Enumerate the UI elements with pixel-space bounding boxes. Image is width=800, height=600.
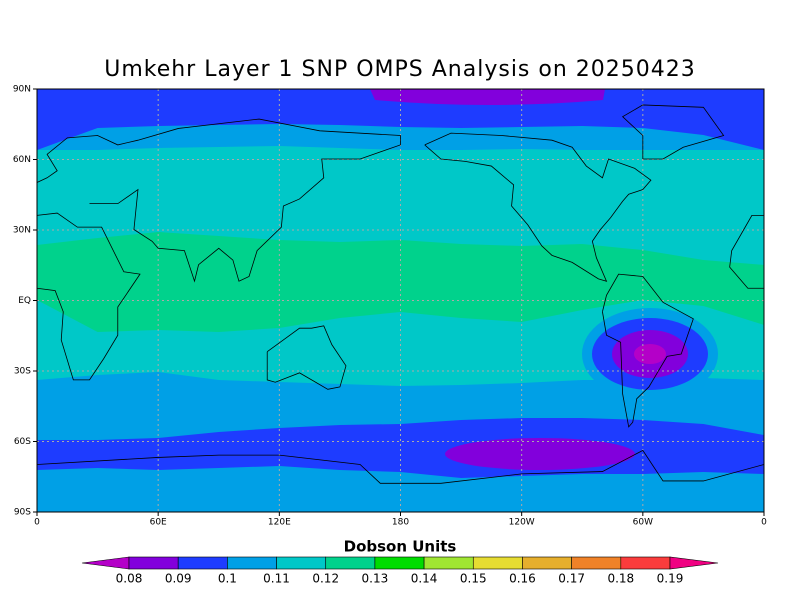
colorbar-segment: [276, 556, 327, 570]
colorbar-segment: [325, 556, 376, 570]
colorbar-label: 0.19: [657, 572, 684, 586]
coastline: [266, 325, 347, 390]
colorbar-label: 0.13: [362, 572, 389, 586]
lon-label: 120E: [268, 518, 291, 528]
lat-label: EQ: [18, 296, 31, 306]
contour-fill: [663, 397, 707, 413]
lat-label: 90N: [13, 85, 31, 95]
coastline: [602, 273, 694, 428]
contour-fill: [445, 438, 635, 470]
colorbar-segment: [571, 556, 622, 570]
lon-label: 120W: [509, 518, 535, 528]
lat-label: 60N: [13, 155, 31, 165]
colorbar-segment: [423, 556, 474, 570]
contour-fill: [634, 344, 666, 364]
colorbar-segment: [227, 556, 277, 570]
colorbar-over: [669, 556, 719, 570]
colorbar-label: 0.08: [116, 572, 143, 586]
colorbar-segment: [522, 556, 572, 570]
lat-label: 30S: [14, 367, 31, 377]
colorbar-label: 0.14: [411, 572, 438, 586]
contour-fill: [37, 232, 764, 332]
lat-label: 30N: [13, 226, 31, 236]
lon-label: 0: [34, 518, 40, 528]
lat-label: 90S: [14, 508, 31, 518]
lon-label: 60E: [150, 518, 167, 528]
colorbar-segment: [472, 556, 523, 570]
coastline: [36, 449, 765, 484]
coastline: [36, 118, 401, 283]
colorbar-segment: [128, 556, 179, 570]
colorbar-label: 0.1: [218, 572, 237, 586]
lon-label: 60W: [633, 518, 653, 528]
colorbar-label: 0.09: [165, 572, 192, 586]
colorbar-segment: [620, 556, 671, 570]
contour-fill: [370, 89, 605, 105]
colorbar-segment: [374, 556, 425, 570]
colorbar-label: 0.11: [263, 572, 290, 586]
coastline: [621, 104, 725, 160]
coastline: [424, 132, 652, 282]
lat-label: 60S: [14, 437, 31, 447]
colorbar-under: [81, 556, 130, 570]
colorbar-label: 0.16: [509, 572, 536, 586]
title: Umkehr Layer 1 SNP OMPS Analysis on 2025…: [104, 57, 696, 82]
lon-label: 180: [392, 518, 409, 528]
colorbar-label: 0.18: [607, 572, 634, 586]
map-area: [36, 89, 765, 512]
coastline: [729, 214, 764, 289]
colorbar-label: 0.15: [460, 572, 487, 586]
lon-label: 0: [761, 518, 767, 528]
colorbar-label: 0.12: [312, 572, 339, 586]
colorbar-label: 0.17: [558, 572, 585, 586]
legend-title: Dobson Units: [344, 538, 457, 556]
coastline: [36, 212, 141, 381]
colorbar-segment: [177, 556, 228, 570]
